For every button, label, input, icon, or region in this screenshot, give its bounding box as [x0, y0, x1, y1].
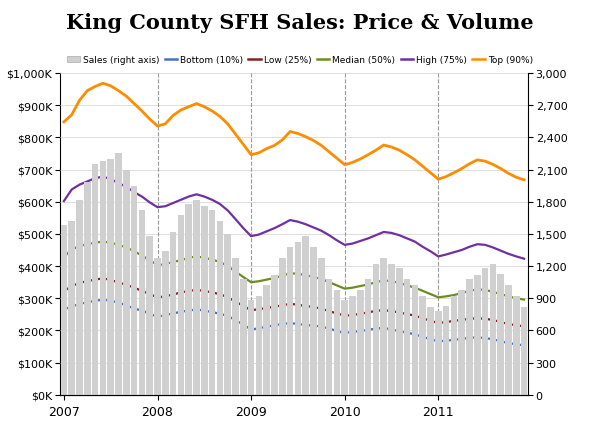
Bar [365, 279, 371, 395]
Bar [146, 237, 153, 395]
Bar [201, 207, 208, 395]
Bar [209, 211, 215, 395]
Bar [357, 290, 364, 395]
Bar [115, 154, 122, 395]
Bar [154, 258, 161, 395]
Bar [482, 269, 488, 395]
Bar [256, 296, 262, 395]
Bar [217, 221, 223, 395]
Bar [240, 279, 247, 395]
Bar [84, 183, 91, 395]
Bar [412, 286, 418, 395]
Bar [334, 290, 340, 395]
Bar [310, 247, 317, 395]
Bar [193, 200, 200, 395]
Bar [388, 264, 395, 395]
Bar [295, 243, 301, 395]
Bar [232, 258, 239, 395]
Bar [396, 269, 403, 395]
Bar [505, 286, 512, 395]
Bar [224, 234, 231, 395]
Legend: Sales (right axis), Bottom (10%), Low (25%), Median (50%), High (75%), Top (90%): Sales (right axis), Bottom (10%), Low (2… [64, 52, 536, 69]
Bar [100, 161, 106, 395]
Bar [248, 301, 254, 395]
Bar [162, 251, 169, 395]
Bar [185, 204, 192, 395]
Bar [521, 307, 527, 395]
Bar [318, 258, 325, 395]
Bar [107, 159, 114, 395]
Bar [349, 296, 356, 395]
Bar [451, 296, 457, 395]
Bar [123, 170, 130, 395]
Bar [279, 258, 286, 395]
Bar [435, 312, 442, 395]
Bar [458, 290, 465, 395]
Bar [404, 279, 410, 395]
Bar [380, 258, 387, 395]
Bar [373, 264, 379, 395]
Bar [513, 296, 520, 395]
Bar [341, 301, 348, 395]
Bar [271, 275, 278, 395]
Bar [76, 200, 83, 395]
Bar [68, 221, 75, 395]
Bar [326, 279, 332, 395]
Bar [170, 232, 176, 395]
Bar [466, 279, 473, 395]
Bar [61, 226, 67, 395]
Bar [302, 237, 309, 395]
Bar [474, 275, 481, 395]
Bar [419, 296, 426, 395]
Bar [497, 274, 504, 395]
Bar [490, 264, 496, 395]
Text: King County SFH Sales: Price & Volume: King County SFH Sales: Price & Volume [66, 13, 534, 33]
Bar [92, 165, 98, 395]
Bar [263, 286, 270, 395]
Bar [131, 186, 137, 395]
Bar [287, 247, 293, 395]
Bar [427, 307, 434, 395]
Bar [139, 211, 145, 395]
Bar [178, 215, 184, 395]
Bar [443, 306, 449, 395]
